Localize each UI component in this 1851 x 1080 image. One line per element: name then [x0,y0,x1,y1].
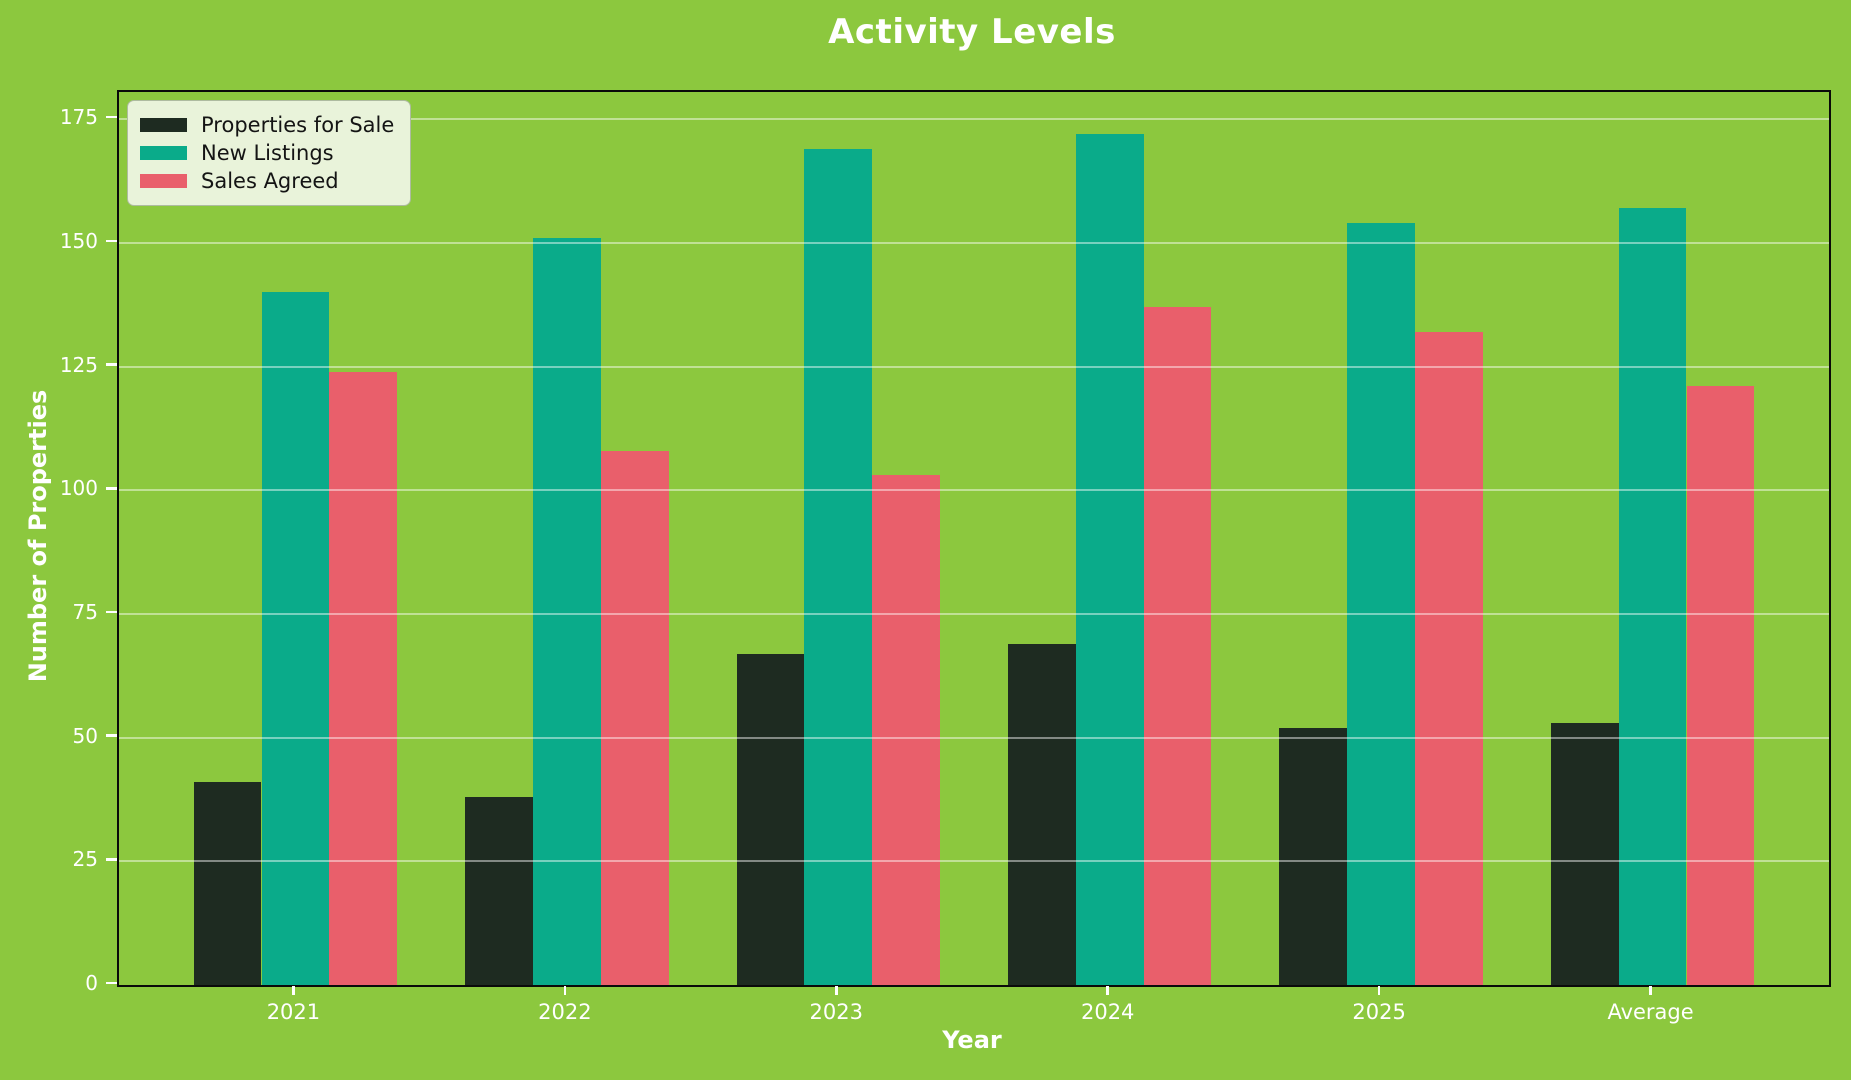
x-tick-label-2023: 2023 [809,1000,863,1024]
bar-sales-agreed-2023 [872,475,941,985]
x-tick-mark-2022 [563,985,567,995]
bar-properties-for-sale-2024 [1007,643,1076,985]
gridline-175 [119,118,1829,121]
y-tick-mark-100 [106,487,117,490]
legend-swatch-icon [140,118,187,132]
bar-properties-for-sale-average [1550,722,1619,985]
legend-label: Properties for Sale [201,113,395,137]
bar-properties-for-sale-2025 [1279,727,1348,985]
x-tick-label-2024: 2024 [1080,1000,1135,1024]
y-tick-mark-0 [106,981,117,985]
x-tick-mark-2025 [1377,985,1381,995]
legend-label: New Listings [201,141,334,165]
legend-item-new-listings: New Listings [140,139,394,167]
gridline-125 [119,365,1829,368]
y-tick-mark-75 [106,610,117,614]
x-axis-label: Year [942,1026,1002,1054]
bar-sales-agreed-2025 [1415,331,1483,985]
x-tick-mark-average [1649,985,1652,995]
x-tick-mark-2024 [1106,985,1109,995]
gridline-150 [119,241,1829,244]
y-tick-label-0: 0 [85,971,98,995]
y-tick-label-75: 75 [72,599,98,624]
y-tick-label-50: 50 [72,723,98,748]
x-tick-label-average: Average [1607,1000,1694,1024]
bar-new-listings-2024 [1075,134,1144,985]
gridline-50 [119,736,1829,739]
y-axis-label: Number of Properties [24,389,52,683]
x-tick-mark-2021 [292,985,295,995]
y-tick-label-100: 100 [59,476,98,501]
bar-new-listings-average [1618,208,1687,985]
legend-item-sales-agreed: Sales Agreed [140,167,394,195]
y-tick-mark-125 [106,363,117,366]
y-tick-label-125: 125 [59,352,98,377]
legend-label: Sales Agreed [201,169,339,193]
x-tick-label-2022: 2022 [538,1000,592,1024]
chart-title: Activity Levels [828,12,1116,52]
y-tick-mark-50 [106,734,117,737]
bar-sales-agreed-2021 [329,371,398,985]
legend-swatch-icon [140,146,187,160]
x-tick-label-2021: 2021 [266,1000,321,1024]
legend-swatch-icon [140,174,187,188]
gridline-75 [119,612,1829,615]
plot-area [117,90,1831,987]
y-tick-mark-175 [106,115,117,119]
y-tick-label-175: 175 [59,105,98,130]
y-tick-mark-25 [106,858,117,861]
bar-properties-for-sale-2021 [193,782,262,985]
legend-item-properties-for-sale: Properties for Sale [140,111,394,139]
bar-new-listings-2022 [532,237,601,985]
bar-new-listings-2025 [1347,223,1416,985]
x-tick-label-2025: 2025 [1352,1000,1406,1024]
legend: Properties for Sale New Listings Sales Agr… [127,100,412,206]
bar-properties-for-sale-2022 [465,797,533,985]
x-tick-mark-2023 [835,985,838,995]
y-tick-label-150: 150 [59,228,98,253]
y-tick-label-25: 25 [72,847,98,872]
bar-new-listings-2021 [261,292,330,985]
y-tick-mark-150 [106,239,117,243]
bar-properties-for-sale-2023 [736,653,805,985]
bar-new-listings-2023 [804,148,873,985]
gridline-100 [119,489,1829,492]
bar-sales-agreed-2024 [1143,307,1212,985]
bar-sales-agreed-average [1686,386,1755,985]
gridline-25 [119,860,1829,863]
bar-sales-agreed-2022 [600,450,669,985]
